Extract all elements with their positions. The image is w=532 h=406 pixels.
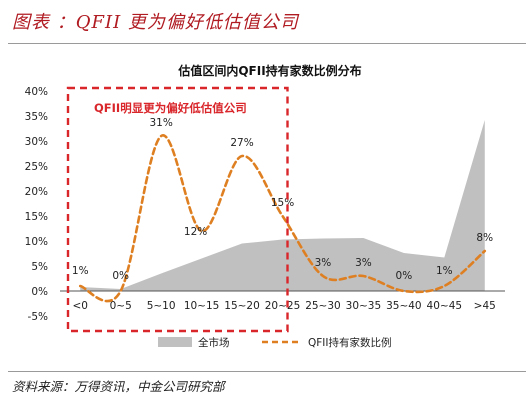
y-tick-label: -5% xyxy=(28,311,48,323)
footer-divider xyxy=(8,371,526,372)
x-tick-label: 20~25 xyxy=(265,300,301,312)
header-divider xyxy=(8,43,526,44)
figure-header: 图表 ：QFII 更为偏好低估值公司 xyxy=(0,0,532,44)
data-label: 8% xyxy=(476,232,493,244)
data-label: 1% xyxy=(72,265,89,277)
area-market xyxy=(80,120,485,291)
x-tick-label: 25~30 xyxy=(305,300,341,312)
data-label: 15% xyxy=(271,197,294,209)
x-tick-label: <0 xyxy=(72,300,87,312)
data-label: 31% xyxy=(149,117,172,129)
legend: 全市场 QFII持有家数比例 xyxy=(158,336,392,349)
x-tick-label: 40~45 xyxy=(427,300,463,312)
area-layer xyxy=(80,120,485,291)
data-label: 0% xyxy=(112,270,129,282)
y-tick-label: 35% xyxy=(25,111,48,123)
annotation-layer: QFII明显更为偏好低估值公司 xyxy=(66,86,289,333)
label-layer: 1% 0% 31% 12% 27% 15% 3% 3% 0% 1% 8% xyxy=(72,117,493,282)
y-tick-label: 10% xyxy=(25,236,48,248)
x-tick-label: 15~20 xyxy=(224,300,260,312)
y-tick-label: 20% xyxy=(25,186,48,198)
chart-title: 估值区间内QFII持有家数比例分布 xyxy=(177,63,361,78)
data-label: 3% xyxy=(355,257,372,269)
data-label: 27% xyxy=(230,137,253,149)
annotation-text: QFII明显更为偏好低估值公司 xyxy=(94,101,247,115)
line-qfii xyxy=(78,134,487,303)
data-label: 1% xyxy=(436,265,453,277)
data-label: 3% xyxy=(315,257,332,269)
legend-swatch-market xyxy=(158,337,192,347)
legend-label-qfii: QFII持有家数比例 xyxy=(308,336,392,349)
axis-layer: 40% 35% 30% 25% 20% 15% 10% 5% 0% -5% <0 0~5 5~10 10~… xyxy=(25,86,505,323)
x-tick-label: 0~5 xyxy=(110,300,132,312)
x-tick-label: 35~40 xyxy=(386,300,422,312)
y-tick-label: 25% xyxy=(25,161,48,173)
y-tick-label: 15% xyxy=(25,211,48,223)
highlight-box xyxy=(66,86,289,333)
x-tick-label: >45 xyxy=(474,300,496,312)
y-tick-label: 40% xyxy=(25,86,48,98)
y-tick-label: 30% xyxy=(25,136,48,148)
x-tick-label: 30~35 xyxy=(346,300,382,312)
data-label: 12% xyxy=(184,226,207,238)
x-tick-label: 5~10 xyxy=(147,300,176,312)
y-tick-label: 5% xyxy=(31,261,48,273)
legend-label-market: 全市场 xyxy=(198,336,230,349)
line-layer xyxy=(78,134,487,303)
y-tick-label: 0% xyxy=(31,286,48,298)
chart: 估值区间内QFII持有家数比例分布 40% 35% 30% 25% 20% 15% 10% 5… xyxy=(25,63,505,349)
x-tick-label: 10~15 xyxy=(184,300,220,312)
data-label: 0% xyxy=(396,270,413,282)
figure-title: 图表 ：QFII 更为偏好低估值公司 xyxy=(12,12,299,33)
source-note: 资料来源：万得资讯，中金公司研究部 xyxy=(12,379,225,394)
